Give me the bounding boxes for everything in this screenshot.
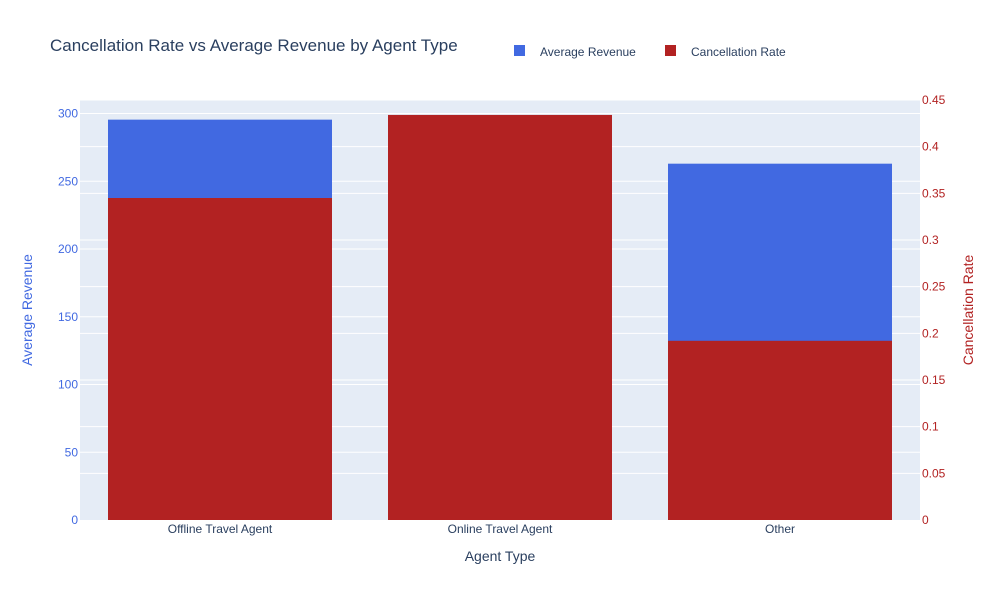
- right-tick-label: 0.3: [922, 233, 939, 247]
- cancellation-rate-bars: [108, 114, 892, 520]
- x-axis-title: Agent Type: [465, 548, 536, 564]
- right-axis-ticks: 0 0.05 0.1 0.15 0.2 0.25 0.3 0.35 0.4 0.45: [922, 93, 946, 527]
- legend-label-cancellation-rate[interactable]: Cancellation Rate: [691, 45, 786, 59]
- right-tick-label: 0: [922, 513, 929, 527]
- left-tick-label: 300: [58, 107, 78, 121]
- legend[interactable]: Average Revenue Cancellation Rate: [514, 45, 786, 59]
- x-tick-label-other: Other: [765, 522, 795, 536]
- x-axis-ticks: Offline Travel Agent Online Travel Agent O…: [168, 522, 795, 536]
- left-tick-label: 100: [58, 378, 78, 392]
- left-tick-label: 250: [58, 174, 78, 188]
- right-tick-label: 0.05: [922, 466, 946, 480]
- right-tick-label: 0.4: [922, 140, 939, 154]
- left-axis-ticks: 0 50 100 150 200 250 300: [58, 107, 78, 527]
- right-tick-label: 0.1: [922, 420, 939, 434]
- legend-swatch-cancellation-rate[interactable]: [665, 45, 676, 56]
- bar-cancellation-rate-online-travel-agent[interactable]: [388, 114, 612, 520]
- legend-swatch-average-revenue[interactable]: [514, 45, 525, 56]
- right-tick-label: 0.45: [922, 93, 946, 107]
- legend-label-average-revenue[interactable]: Average Revenue: [540, 45, 636, 59]
- x-tick-label-online-travel-agent: Online Travel Agent: [448, 522, 553, 536]
- right-tick-label: 0.15: [922, 373, 946, 387]
- left-tick-label: 0: [71, 513, 78, 527]
- chart-title: Cancellation Rate vs Average Revenue by …: [50, 36, 458, 55]
- right-tick-label: 0.25: [922, 280, 946, 294]
- right-tick-label: 0.35: [922, 186, 946, 200]
- bar-cancellation-rate-offline-travel-agent[interactable]: [108, 198, 332, 520]
- right-tick-label: 0.2: [922, 326, 939, 340]
- left-tick-label: 50: [65, 445, 79, 459]
- left-tick-label: 200: [58, 242, 78, 256]
- left-axis-title: Average Revenue: [19, 254, 35, 366]
- x-tick-label-offline-travel-agent: Offline Travel Agent: [168, 522, 273, 536]
- bar-cancellation-rate-other[interactable]: [668, 340, 892, 520]
- left-tick-label: 150: [58, 310, 78, 324]
- right-axis-title: Cancellation Rate: [960, 255, 976, 366]
